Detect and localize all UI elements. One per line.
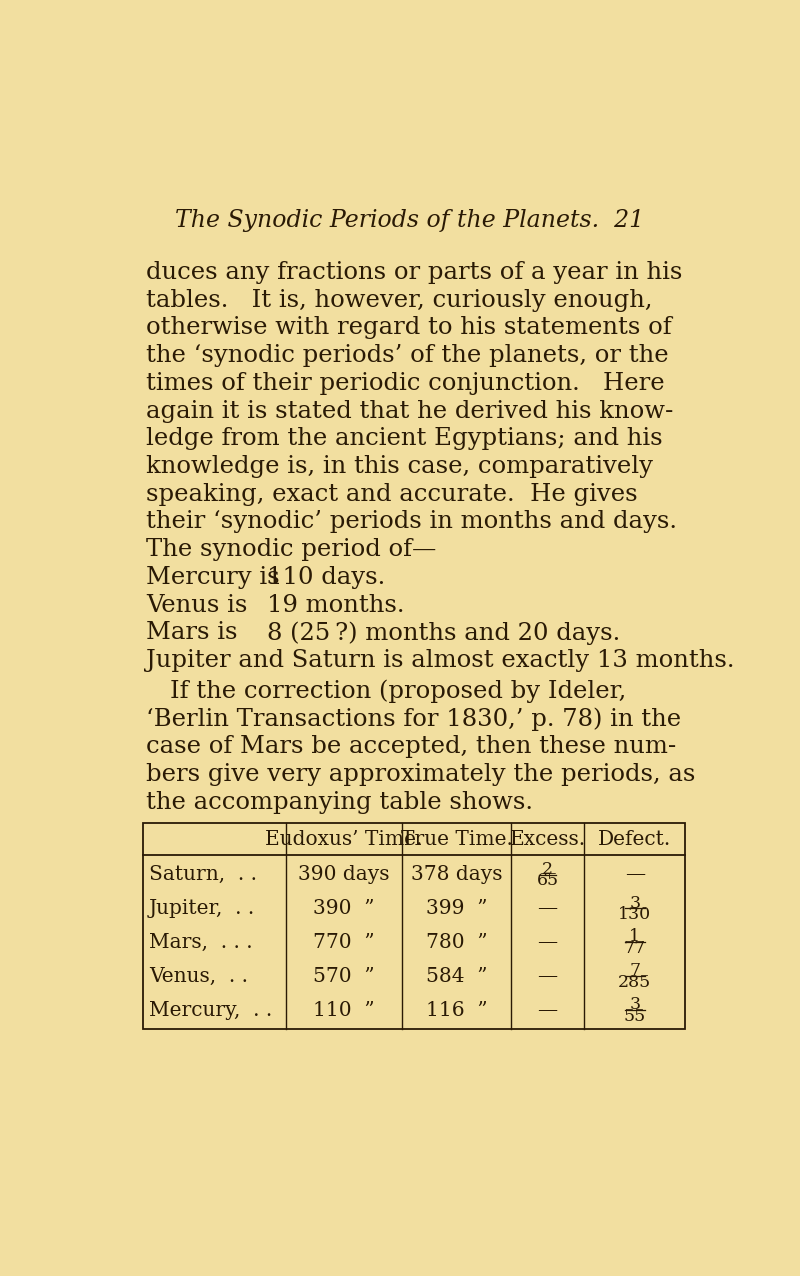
- Text: 1: 1: [630, 929, 640, 946]
- Text: duces any fractions or parts of a year in his: duces any fractions or parts of a year i…: [146, 260, 683, 285]
- Text: ledge from the ancient Egyptians; and his: ledge from the ancient Egyptians; and hi…: [146, 427, 663, 450]
- Text: Excess.: Excess.: [510, 829, 586, 849]
- Text: 770  ”: 770 ”: [314, 933, 375, 952]
- Text: Mars,  . . .: Mars, . . .: [149, 933, 253, 952]
- Text: 390 days: 390 days: [298, 865, 390, 884]
- Text: —: —: [538, 967, 558, 986]
- Text: —: —: [538, 1000, 558, 1020]
- Text: ‘Berlin Transactions for 1830,’ p. 78) in the: ‘Berlin Transactions for 1830,’ p. 78) i…: [146, 707, 682, 731]
- Text: 378 days: 378 days: [410, 865, 502, 884]
- Text: 3: 3: [629, 997, 640, 1013]
- Text: case of Mars be accepted, then these num-: case of Mars be accepted, then these num…: [146, 735, 677, 758]
- Text: Eudoxus’ Time.: Eudoxus’ Time.: [266, 829, 423, 849]
- Text: 77: 77: [624, 940, 646, 957]
- Text: Venus,  . .: Venus, . .: [149, 967, 248, 986]
- Text: 3: 3: [629, 894, 640, 911]
- Text: Jupiter and Saturn is almost exactly 13 months.: Jupiter and Saturn is almost exactly 13 …: [146, 649, 735, 672]
- Text: the ‘synodic periods’ of the planets, or the: the ‘synodic periods’ of the planets, or…: [146, 345, 669, 367]
- Text: —: —: [538, 900, 558, 917]
- Text: Defect.: Defect.: [598, 829, 671, 849]
- Text: 8 (25 ?) months and 20 days.: 8 (25 ?) months and 20 days.: [266, 621, 620, 644]
- Text: their ‘synodic’ periods in months and days.: their ‘synodic’ periods in months and da…: [146, 510, 678, 533]
- Text: 130: 130: [618, 906, 651, 923]
- Text: The synodic period of—: The synodic period of—: [146, 538, 437, 561]
- Text: True Time.: True Time.: [401, 829, 513, 849]
- Text: The Synodic Periods of the Planets.  21: The Synodic Periods of the Planets. 21: [175, 208, 645, 231]
- Text: the accompanying table shows.: the accompanying table shows.: [146, 791, 534, 814]
- Text: bers give very approximately the periods, as: bers give very approximately the periods…: [146, 763, 696, 786]
- Text: 584  ”: 584 ”: [426, 967, 487, 986]
- Text: 399  ”: 399 ”: [426, 900, 487, 917]
- Text: 110 days.: 110 days.: [266, 565, 385, 588]
- Text: If the correction (proposed by Ideler,: If the correction (proposed by Ideler,: [170, 680, 626, 703]
- Text: Jupiter,  . .: Jupiter, . .: [149, 900, 255, 917]
- Text: Mars is: Mars is: [146, 621, 238, 644]
- Text: 2: 2: [542, 861, 553, 878]
- Text: 19 months.: 19 months.: [266, 593, 404, 616]
- Text: speaking, exact and accurate.  He gives: speaking, exact and accurate. He gives: [146, 482, 638, 505]
- Text: 390  ”: 390 ”: [314, 900, 375, 917]
- Text: 55: 55: [624, 1008, 646, 1025]
- Text: Venus is: Venus is: [146, 593, 248, 616]
- Text: tables.   It is, however, curiously enough,: tables. It is, however, curiously enough…: [146, 288, 653, 311]
- Text: 285: 285: [618, 974, 651, 991]
- Text: knowledge is, in this case, comparatively: knowledge is, in this case, comparativel…: [146, 456, 654, 478]
- Text: —: —: [625, 865, 645, 884]
- Text: 570  ”: 570 ”: [314, 967, 375, 986]
- Text: —: —: [538, 933, 558, 952]
- Text: again it is stated that he derived his know-: again it is stated that he derived his k…: [146, 399, 674, 422]
- Text: otherwise with regard to his statements of: otherwise with regard to his statements …: [146, 316, 672, 339]
- Text: Mercury is: Mercury is: [146, 565, 280, 588]
- Text: 780  ”: 780 ”: [426, 933, 487, 952]
- Text: Saturn,  . .: Saturn, . .: [149, 865, 257, 884]
- Text: 116  ”: 116 ”: [426, 1000, 487, 1020]
- Text: times of their periodic conjunction.   Here: times of their periodic conjunction. Her…: [146, 371, 665, 394]
- Text: 65: 65: [537, 873, 558, 889]
- Text: 110  ”: 110 ”: [314, 1000, 375, 1020]
- Text: Mercury,  . .: Mercury, . .: [149, 1000, 272, 1020]
- Bar: [142, 823, 685, 1030]
- Text: 7: 7: [629, 962, 640, 980]
